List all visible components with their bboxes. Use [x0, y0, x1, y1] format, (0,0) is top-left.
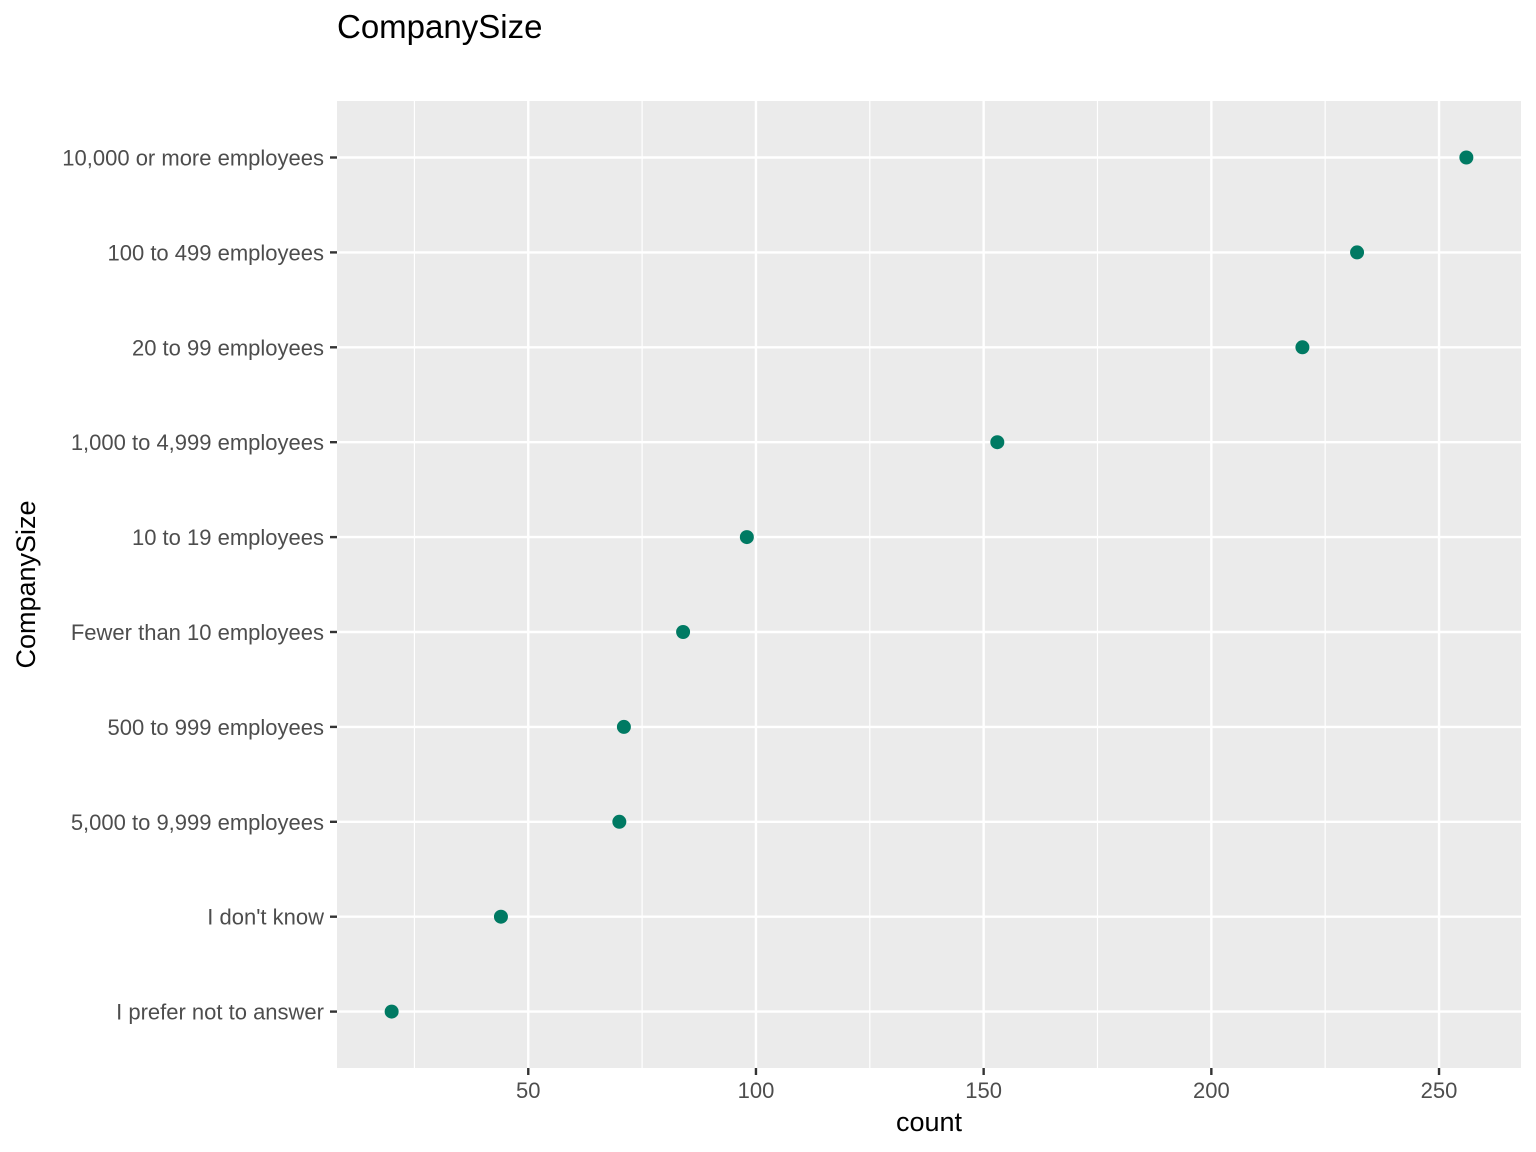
x-tick-label: 250 — [1421, 1078, 1458, 1103]
y-axis-title: CompanySize — [11, 500, 41, 668]
data-point — [384, 1004, 399, 1019]
data-point — [676, 625, 691, 639]
data-point — [1295, 340, 1310, 355]
y-tick-label: 10 to 19 employees — [132, 525, 324, 550]
chart-title: CompanySize — [337, 8, 542, 45]
plot-panel — [337, 101, 1521, 1068]
minor-gridlines — [413, 101, 1326, 1068]
x-axis-title: count — [896, 1107, 963, 1137]
data-point — [990, 435, 1005, 450]
x-tick-label: 150 — [965, 1078, 1002, 1103]
y-axis: 10,000 or more employees 100 to 499 emplo… — [62, 146, 337, 1025]
x-tick-label: 100 — [738, 1078, 775, 1103]
data-point — [1350, 245, 1365, 260]
data-point — [612, 814, 627, 829]
y-tick-label: I don't know — [207, 905, 324, 930]
y-tick-label: 500 to 999 employees — [108, 715, 325, 740]
data-point — [1459, 150, 1474, 165]
data-points — [384, 150, 1474, 1019]
y-tick-label: 20 to 99 employees — [132, 335, 324, 360]
data-point — [616, 719, 631, 734]
y-tick-label: Fewer than 10 employees — [71, 620, 324, 645]
x-tick-label: 50 — [516, 1078, 540, 1103]
data-point — [739, 530, 754, 545]
x-tick-label: 200 — [1193, 1078, 1230, 1103]
y-tick-label: 10,000 or more employees — [62, 146, 324, 171]
y-tick-label: I prefer not to answer — [116, 1000, 324, 1025]
x-axis: 50 100 150 200 250 — [516, 1068, 1457, 1103]
y-tick-label: 100 to 499 employees — [108, 240, 325, 265]
major-gridlines — [337, 101, 1521, 1068]
y-tick-label: 1,000 to 4,999 employees — [71, 430, 324, 455]
y-tick-label: 5,000 to 9,999 employees — [71, 810, 324, 835]
data-point — [493, 909, 508, 924]
